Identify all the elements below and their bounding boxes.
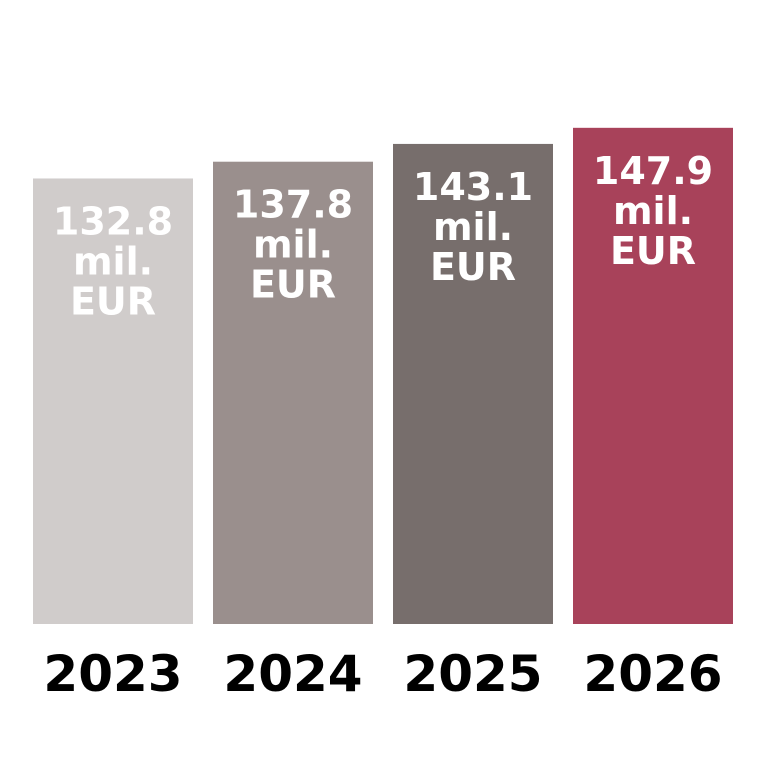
data-label-2026: mil. xyxy=(613,189,693,233)
data-label-2023: EUR xyxy=(70,279,156,323)
bar-2023 xyxy=(33,178,193,624)
data-label-2023: mil. xyxy=(73,239,153,283)
data-label-2023: 132.8 xyxy=(53,199,173,243)
x-tick-label: 2025 xyxy=(403,645,542,703)
data-label-2025: 143.1 xyxy=(413,165,533,209)
data-label-2024: mil. xyxy=(253,223,333,267)
x-tick-label: 2023 xyxy=(43,645,182,703)
bar-2025 xyxy=(393,143,553,624)
data-label-2025: EUR xyxy=(430,245,516,289)
x-tick-label: 2024 xyxy=(223,645,362,703)
data-label-2026: 147.9 xyxy=(593,149,713,193)
data-label-2024: 137.8 xyxy=(233,183,353,227)
data-label-2025: mil. xyxy=(433,205,513,249)
data-label-2024: EUR xyxy=(250,263,336,307)
bar-2026 xyxy=(573,127,733,625)
data-label-2026: EUR xyxy=(610,229,696,273)
bar-2024 xyxy=(213,161,373,624)
x-tick-label: 2026 xyxy=(583,645,722,703)
